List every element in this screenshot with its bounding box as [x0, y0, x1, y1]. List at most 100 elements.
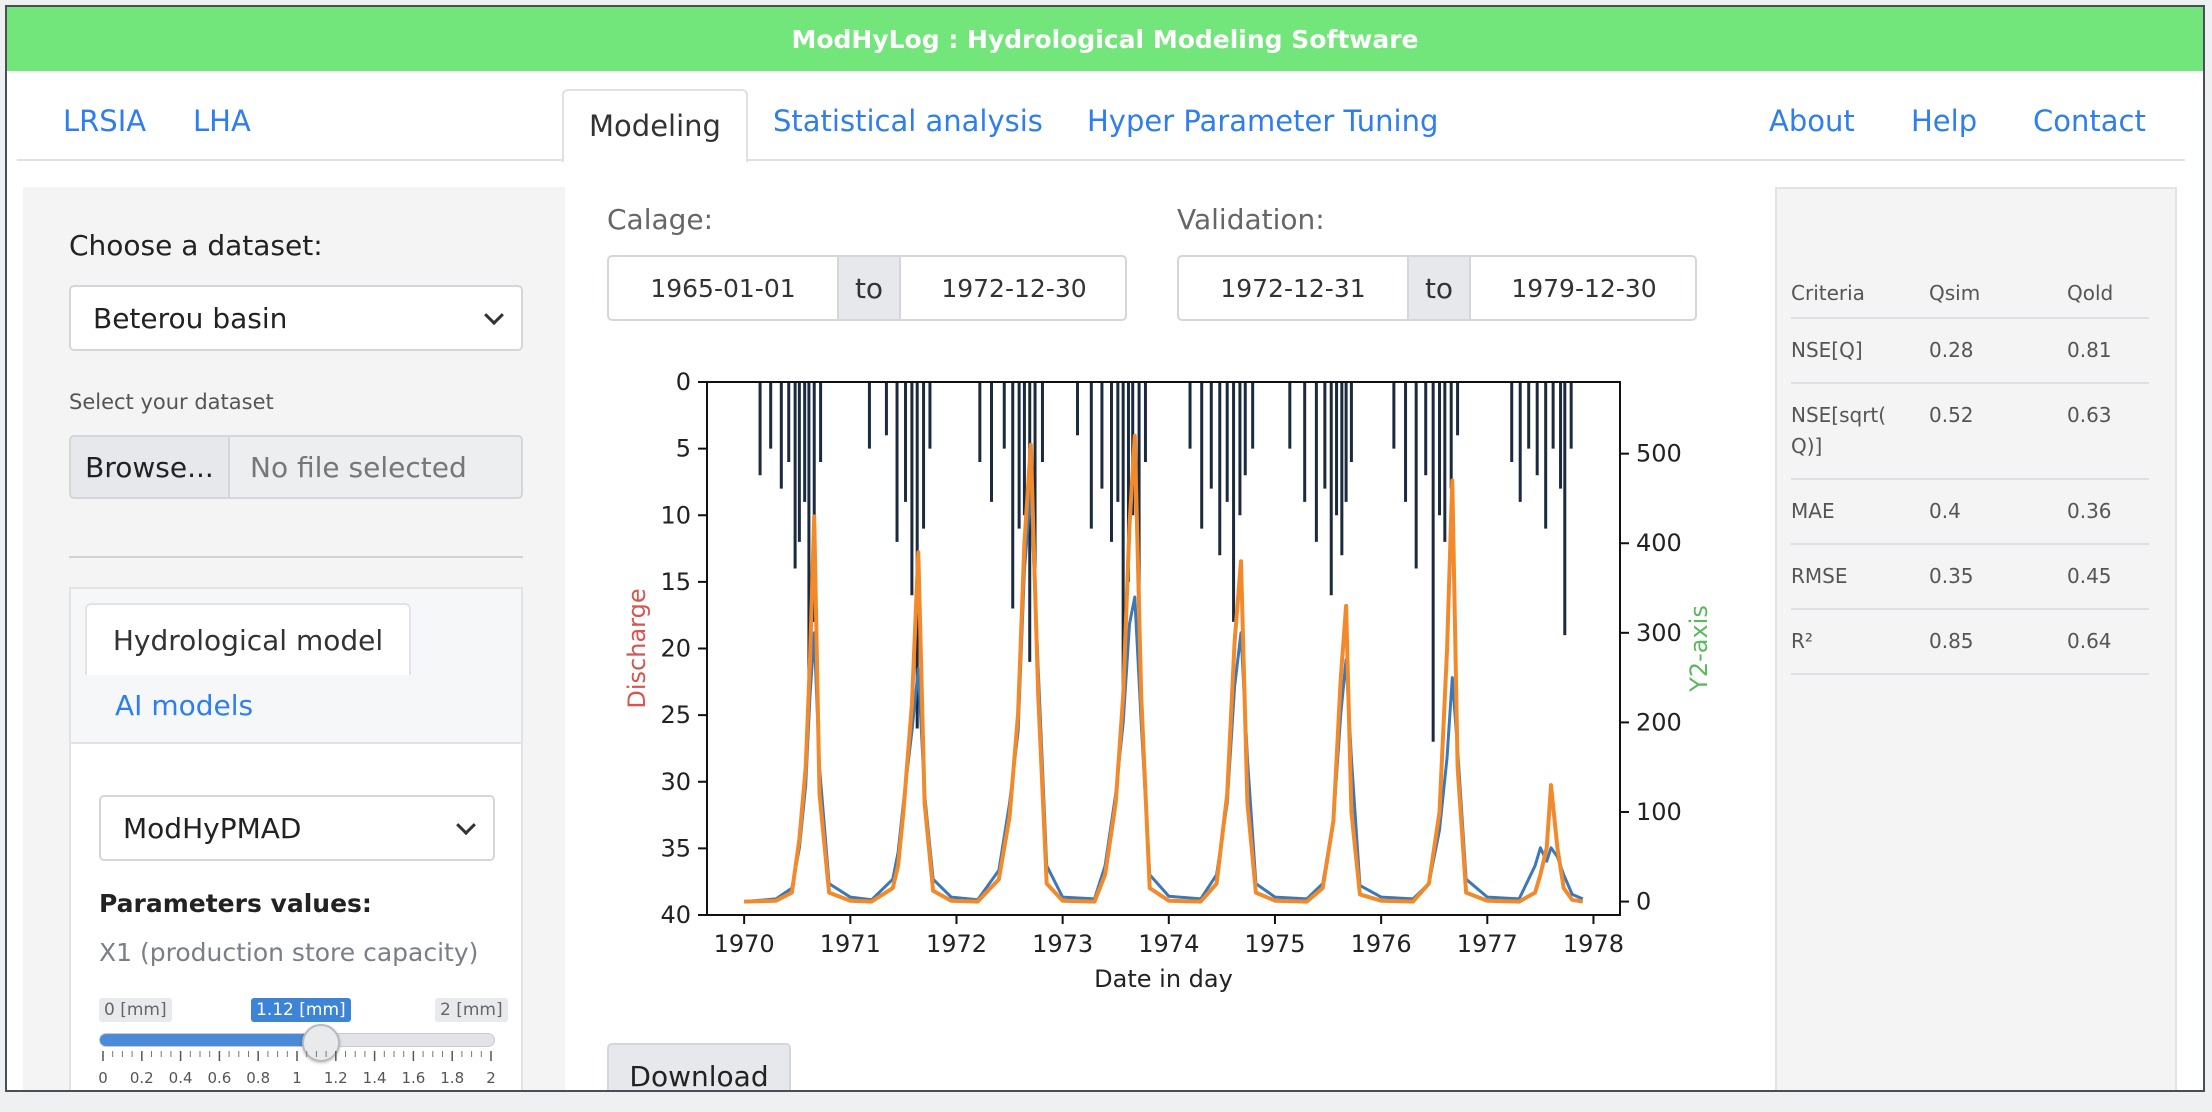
metric-name: RMSE: [1791, 544, 1929, 610]
tab-hydrological-model[interactable]: Hydrological model: [85, 603, 411, 675]
slider-handle[interactable]: [301, 1024, 340, 1062]
y2-tick-label: 500: [1636, 440, 1682, 468]
download-button[interactable]: Download: [607, 1043, 791, 1090]
slider-tick-label: 0: [99, 1069, 108, 1087]
tab-hyper-parameter-tuning[interactable]: Hyper Parameter Tuning: [1087, 104, 1439, 138]
x-tick-label: 1973: [1032, 930, 1093, 958]
slider-fill: [100, 1034, 322, 1046]
params-title: Parameters values:: [99, 889, 372, 918]
sidebar-panel: Choose a dataset: Beterou basin Select y…: [23, 187, 565, 1090]
x-tick-label: 1975: [1244, 930, 1305, 958]
y-tick-label: 10: [660, 501, 691, 529]
metrics-body: NSE[Q] 0.28 0.81 NSE[sqrt( Q)] 0.52 0.63 MAE 0.…: [1791, 318, 2149, 675]
simulated-line: [744, 433, 1584, 904]
model-select[interactable]: ModHyPMAD: [99, 795, 495, 861]
y-tick-label: 20: [660, 635, 691, 663]
y2-axis-label: Y2-axis: [1685, 605, 1713, 693]
slider-value-label: 1.12 [mm]: [251, 998, 351, 1022]
metric-value: 0.52: [1929, 383, 2067, 480]
nav-link-help[interactable]: Help: [1911, 104, 1978, 138]
slider-tick-label: 0.4: [169, 1069, 193, 1087]
x-tick-label: 1972: [926, 930, 987, 958]
metric-value: 0.45: [2067, 544, 2149, 610]
y-tick-label: 30: [660, 768, 691, 796]
app-banner: ModHyLog : Hydrological Modeling Softwar…: [7, 7, 2203, 71]
x-axis-label: Date in day: [1094, 965, 1233, 993]
slider-tick-label: 0.2: [130, 1069, 154, 1087]
y2-tick-label: 0: [1636, 888, 1651, 916]
chevron-down-icon: [456, 815, 476, 836]
column-header: Criteria: [1791, 269, 1929, 319]
app-window: ModHyLog : Hydrological Modeling Softwar…: [5, 5, 2205, 1092]
x-tick-label: 1974: [1138, 930, 1199, 958]
nav-link-lrsia[interactable]: LRSIA: [63, 104, 147, 138]
metric-value: 0.28: [1929, 318, 2067, 384]
x-tick-label: 1978: [1563, 930, 1624, 958]
column-header: Qsim: [1929, 269, 2067, 319]
slider-tick-label: 1: [292, 1069, 302, 1087]
metric-value: 0.85: [1929, 609, 2067, 675]
slider-tick-label: 2: [486, 1069, 495, 1087]
metric-name: R²: [1791, 609, 1929, 675]
slider-min-label: 0 [mm]: [99, 998, 172, 1022]
nav-link-about[interactable]: About: [1769, 104, 1855, 138]
y-tick-label: 5: [676, 435, 691, 463]
validation-to-label: to: [1407, 257, 1471, 319]
metric-value: 0.81: [2067, 318, 2149, 384]
metrics-header-row: Criteria Qsim Qold: [1791, 269, 2149, 319]
slider-tick-label: 1.8: [440, 1069, 464, 1087]
dataset-label: Choose a dataset:: [69, 229, 323, 262]
tab-ai-models[interactable]: AI models: [115, 689, 254, 722]
y2-tick-label: 300: [1636, 619, 1682, 647]
metrics-row: MAE 0.4 0.36: [1791, 479, 2149, 545]
param-x1-label: X1 (production store capacity): [99, 938, 479, 967]
slider-tick-label: 0.6: [207, 1069, 231, 1087]
y2-tick-label: 200: [1636, 708, 1682, 736]
y2-tick-label: 100: [1636, 798, 1682, 826]
nav-link-lha[interactable]: LHA: [193, 104, 251, 138]
metric-value: 0.63: [2067, 383, 2149, 480]
nav-link-contact[interactable]: Contact: [2033, 104, 2146, 138]
calage-to-label: to: [837, 257, 901, 319]
metric-name: NSE[sqrt( Q)]: [1791, 383, 1929, 480]
metrics-panel: Criteria Qsim Qold NSE[Q] 0.28 0.81 NSE[sqr…: [1775, 187, 2177, 1090]
validation-start-input[interactable]: 1972-12-31: [1220, 273, 1366, 303]
slider-max-label: 2 [mm]: [435, 998, 508, 1022]
tab-statistical-analysis[interactable]: Statistical analysis: [773, 104, 1043, 138]
chevron-down-icon: [484, 305, 504, 326]
tab-modeling[interactable]: Modeling: [562, 89, 748, 163]
top-navbar: LRSIA LHA Modeling Statistical analysis …: [17, 71, 2185, 163]
model-select-value: ModHyPMAD: [123, 811, 302, 845]
slider-tick-label: 1.4: [363, 1069, 387, 1087]
x-tick-label: 1977: [1457, 930, 1518, 958]
x-tick-label: 1971: [820, 930, 881, 958]
metrics-row: NSE[sqrt( Q)] 0.52 0.63: [1791, 383, 2149, 480]
y2-tick-label: 400: [1636, 529, 1682, 557]
file-upload: Browse... No file selected: [69, 435, 523, 499]
metrics-row: NSE[Q] 0.28 0.81: [1791, 318, 2149, 384]
column-header: Qold: [2067, 269, 2149, 319]
calage-label: Calage:: [607, 203, 714, 236]
validation-end-input[interactable]: 1979-12-30: [1511, 273, 1657, 303]
file-name-field[interactable]: No file selected: [228, 435, 523, 499]
metric-value: 0.64: [2067, 609, 2149, 675]
metric-name: MAE: [1791, 479, 1929, 545]
metric-value: 0.36: [2067, 479, 2149, 545]
browse-button[interactable]: Browse...: [69, 435, 230, 499]
slider-track[interactable]: [99, 1033, 495, 1047]
model-card: Hydrological model AI models ModHyPMAD P…: [69, 587, 523, 1090]
slider-tick-label: 0.8: [246, 1069, 270, 1087]
dataset-select[interactable]: Beterou basin: [69, 285, 523, 351]
calage-start-input[interactable]: 1965-01-01: [650, 273, 796, 303]
metrics-table: Criteria Qsim Qold NSE[Q] 0.28 0.81 NSE[sqr…: [1791, 269, 2149, 675]
validation-label: Validation:: [1177, 203, 1325, 236]
y-axis-label: Discharge: [623, 588, 651, 708]
x-tick-label: 1976: [1351, 930, 1412, 958]
calage-end-input[interactable]: 1972-12-30: [941, 273, 1087, 303]
x-tick-label: 1970: [714, 930, 775, 958]
metric-value: 0.4: [1929, 479, 2067, 545]
metric-name: NSE[Q]: [1791, 318, 1929, 384]
app-title: ModHyLog : Hydrological Modeling Softwar…: [791, 24, 1419, 54]
calage-date-range: 1965-01-01 to 1972-12-30: [607, 255, 1127, 321]
plot-frame: [706, 381, 1621, 916]
